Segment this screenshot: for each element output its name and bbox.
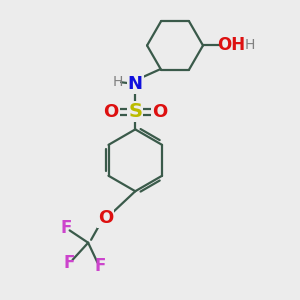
Text: H: H xyxy=(245,38,255,52)
Text: O: O xyxy=(152,103,167,121)
Text: OH: OH xyxy=(217,37,245,55)
Text: F: F xyxy=(63,254,75,272)
Text: N: N xyxy=(128,75,143,93)
Text: F: F xyxy=(94,257,106,275)
Text: S: S xyxy=(128,102,142,121)
Text: O: O xyxy=(98,209,113,227)
Text: F: F xyxy=(60,219,72,237)
Text: O: O xyxy=(103,103,119,121)
Text: H: H xyxy=(112,75,123,89)
